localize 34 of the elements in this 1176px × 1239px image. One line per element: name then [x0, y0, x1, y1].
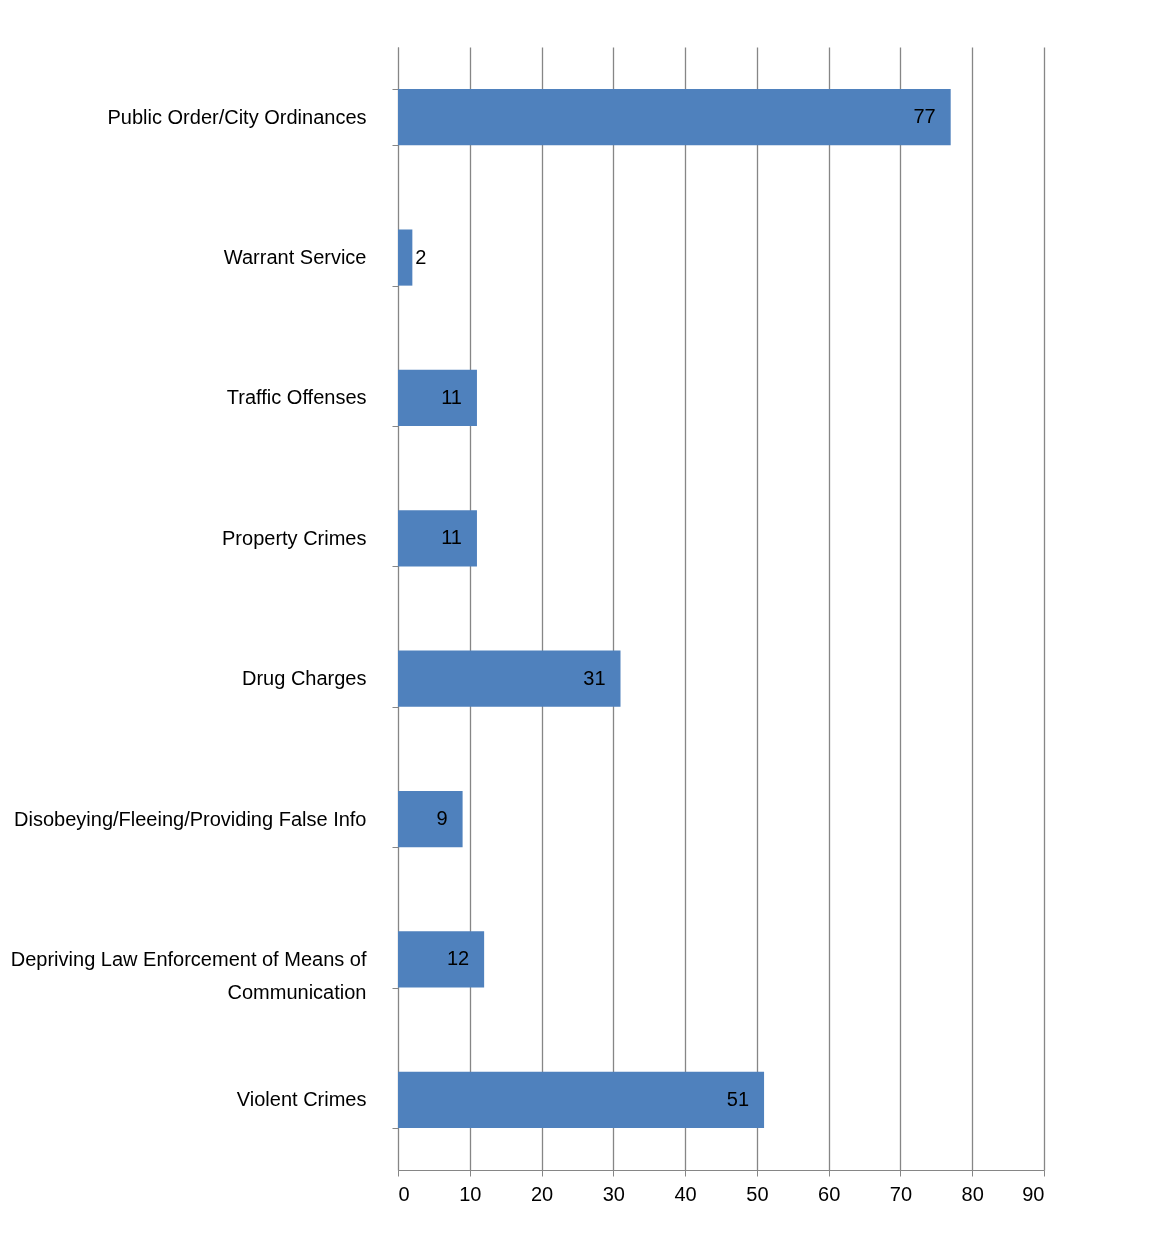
- data-label: 9: [436, 807, 448, 830]
- x-tick-label: 30: [602, 1182, 625, 1205]
- data-label: 11: [441, 385, 462, 408]
- y-tick-label: Drug Charges: [241, 667, 367, 690]
- bar: [398, 931, 485, 988]
- bar: [398, 369, 477, 427]
- x-tick-label: 50: [746, 1182, 769, 1205]
- x-tick-label: 60: [818, 1182, 841, 1205]
- x-tick-label: 20: [530, 1182, 554, 1205]
- y-tick-label: Public Order/City Ordinances: [107, 105, 367, 128]
- y-tick-label: Traffic Offenses: [226, 386, 367, 409]
- y-tick-label: Depriving Law Enforcement of Means of Communication: [10, 947, 367, 1003]
- y-tick-label: Warrant Service: [223, 246, 367, 269]
- bar: [398, 1071, 765, 1128]
- data-label: 2: [415, 245, 427, 268]
- data-label: 51: [726, 1087, 750, 1110]
- x-tick-label: 10: [459, 1182, 482, 1205]
- data-label: 11: [441, 526, 462, 549]
- x-tick-label: 40: [674, 1182, 697, 1205]
- y-tick-label: Property Crimes: [222, 526, 367, 549]
- bar: [398, 229, 413, 286]
- x-tick-label: 0: [398, 1182, 410, 1205]
- data-label: 12: [446, 947, 470, 970]
- x-tick-label: 70: [889, 1182, 913, 1205]
- x-tick-label: 90: [1022, 1182, 1045, 1205]
- y-tick-label: Disobeying/Fleeing/Providing False Info: [14, 807, 367, 830]
- x-tick-label: 80: [961, 1182, 984, 1205]
- bar: [398, 650, 621, 707]
- y-tick-label: Violent Crimes: [236, 1088, 367, 1111]
- bar: [398, 89, 951, 146]
- data-label: 77: [913, 105, 936, 128]
- data-label: 31: [583, 666, 606, 689]
- bar: [398, 790, 463, 848]
- bar: [398, 510, 477, 567]
